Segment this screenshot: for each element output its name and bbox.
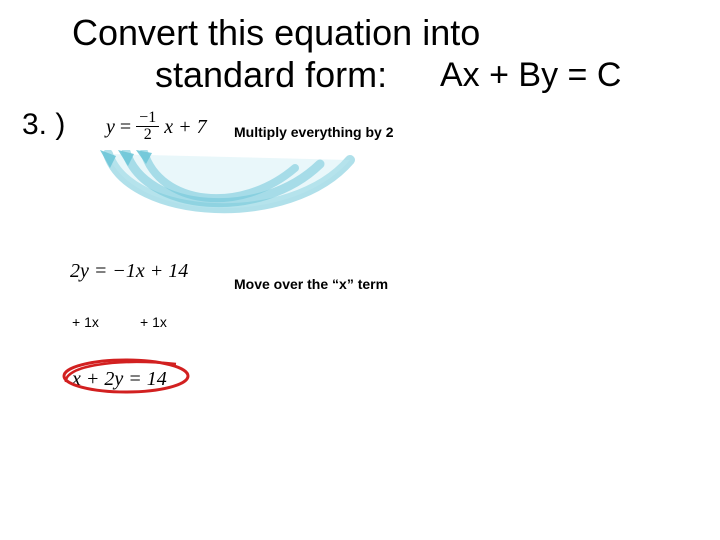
equation-original: y = −1 2 x + 7 <box>106 112 207 145</box>
fraction-denominator: 2 <box>136 127 159 143</box>
step-note-move-x: Move over the “x” term <box>234 276 388 292</box>
title-line1: Convert this equation into <box>72 12 480 54</box>
step-note-multiply: Multiply everything by 2 <box>234 124 393 140</box>
add-1x-left: + 1x <box>72 314 99 330</box>
add-1x-right: + 1x <box>140 314 167 330</box>
fraction: −1 2 <box>136 110 159 143</box>
problem-number: 3. ) <box>22 108 65 142</box>
title-line2: standard form: <box>155 54 387 96</box>
answer-circle-icon <box>56 356 196 396</box>
distribute-arrows-icon <box>90 150 370 230</box>
fraction-numerator: −1 <box>136 110 159 127</box>
eq1-tail: x + 7 <box>164 116 206 138</box>
eq1-lhs: y <box>106 116 115 138</box>
equation-step2: 2y = −1x + 14 <box>70 260 188 283</box>
standard-form-label: Ax + By = C <box>440 56 621 95</box>
